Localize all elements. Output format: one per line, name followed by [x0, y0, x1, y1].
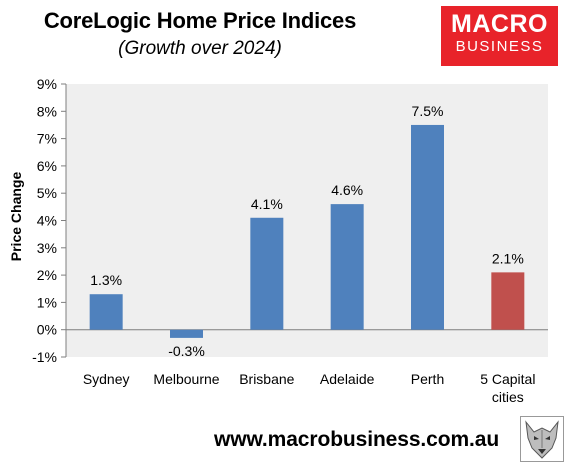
- data-label: -0.3%: [168, 343, 205, 359]
- x-category-label: Perth: [411, 371, 444, 387]
- y-tick-label: 4%: [37, 213, 57, 229]
- y-tick-label: 6%: [37, 158, 57, 174]
- y-tick-label: 0%: [37, 322, 57, 338]
- x-category-label: Brisbane: [239, 371, 294, 387]
- data-label: 2.1%: [492, 250, 524, 266]
- bar: [330, 204, 364, 330]
- y-tick-label: 5%: [37, 185, 57, 201]
- x-category-label: 5 Capital: [480, 371, 535, 387]
- y-tick-label: -1%: [32, 349, 57, 365]
- x-category-label: Sydney: [83, 371, 130, 387]
- logo-line-2: BUSINESS: [455, 38, 544, 55]
- y-tick-label: 9%: [37, 76, 57, 92]
- data-label: 7.5%: [412, 103, 444, 119]
- bar: [89, 294, 123, 330]
- bar: [170, 329, 203, 338]
- x-category-label: Adelaide: [320, 371, 375, 387]
- x-category-label: Melbourne: [153, 371, 219, 387]
- plot-area: [66, 84, 548, 357]
- bar: [250, 217, 284, 330]
- y-tick-label: 3%: [37, 240, 57, 256]
- data-label: 4.1%: [251, 196, 283, 212]
- wolf-logo-icon: [520, 416, 564, 462]
- y-tick-label: 1%: [37, 294, 57, 310]
- data-label: 4.6%: [331, 182, 363, 198]
- x-category-label: cities: [492, 389, 524, 405]
- y-axis-title: Price Change: [8, 172, 24, 262]
- y-tick-label: 2%: [37, 267, 57, 283]
- data-label: 1.3%: [90, 272, 122, 288]
- macrobusiness-logo: MACRO BUSINESS: [441, 6, 558, 66]
- footer-url: www.macrobusiness.com.au: [214, 428, 500, 451]
- y-tick-label: 7%: [37, 131, 57, 147]
- bar: [491, 272, 525, 330]
- y-tick-label: 8%: [37, 103, 57, 119]
- bar: [411, 124, 444, 330]
- chart-title: CoreLogic Home Price Indices: [43, 8, 357, 33]
- logo-line-1: MACRO: [451, 10, 548, 38]
- chart-subtitle: (Growth over 2024): [118, 38, 282, 59]
